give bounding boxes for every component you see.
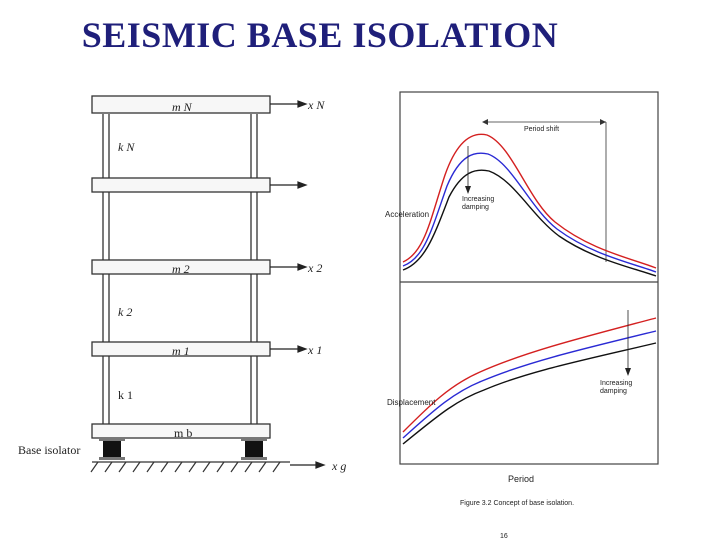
mass-label-2: m 2: [172, 262, 190, 276]
disp-curve-high-damping: [402, 342, 657, 445]
isolator-left: [103, 438, 121, 460]
period-axis-label: Period: [508, 474, 535, 484]
displacement-label-n: x N: [308, 98, 325, 112]
disp-axis-label: Displacement: [387, 398, 436, 407]
damping-label-top: Increasing damping: [462, 196, 495, 211]
accel-curve-low-damping: [402, 133, 657, 269]
isolator-right: [245, 438, 263, 460]
mass-label-1: m 1: [172, 344, 190, 358]
stiffness-label-n: k N: [118, 140, 135, 154]
plot-frame: [399, 91, 659, 465]
accel-curve-high-damping: [402, 169, 657, 277]
accel-axis-label: Acceleration: [385, 210, 430, 219]
base-slab: [91, 423, 271, 439]
accel-curve-mid-damping: [402, 152, 657, 273]
mass-label-n: m N: [172, 100, 192, 114]
ground: [90, 461, 290, 473]
base-isolator-label: Base isolator: [18, 443, 81, 457]
stiffness-label-2: k 2: [118, 305, 133, 319]
page-number: 16: [500, 533, 508, 540]
damping-label-bottom: Increasing damping: [600, 380, 633, 395]
displacement-label-2: x 2: [308, 261, 323, 275]
displacement-label-g: x g: [332, 459, 347, 473]
displacement-arrows: [270, 100, 326, 469]
isolators: [99, 438, 267, 460]
mass-label-b: m b: [174, 426, 193, 440]
response-plots: [399, 91, 659, 465]
period-shift-label: Period shift: [524, 126, 560, 133]
floor-slab: [91, 177, 271, 193]
slide-title: SEISMIC BASE ISOLATION: [81, 15, 559, 55]
figure-caption: Figure 3.2 Concept of base isolation.: [460, 500, 575, 507]
disp-curve-mid-damping: [402, 330, 657, 439]
floor-slabs: [91, 95, 271, 439]
disp-curve-low-damping: [402, 317, 657, 433]
stiffness-label-1: k 1: [118, 388, 133, 402]
displacement-label-1: x 1: [308, 343, 323, 357]
